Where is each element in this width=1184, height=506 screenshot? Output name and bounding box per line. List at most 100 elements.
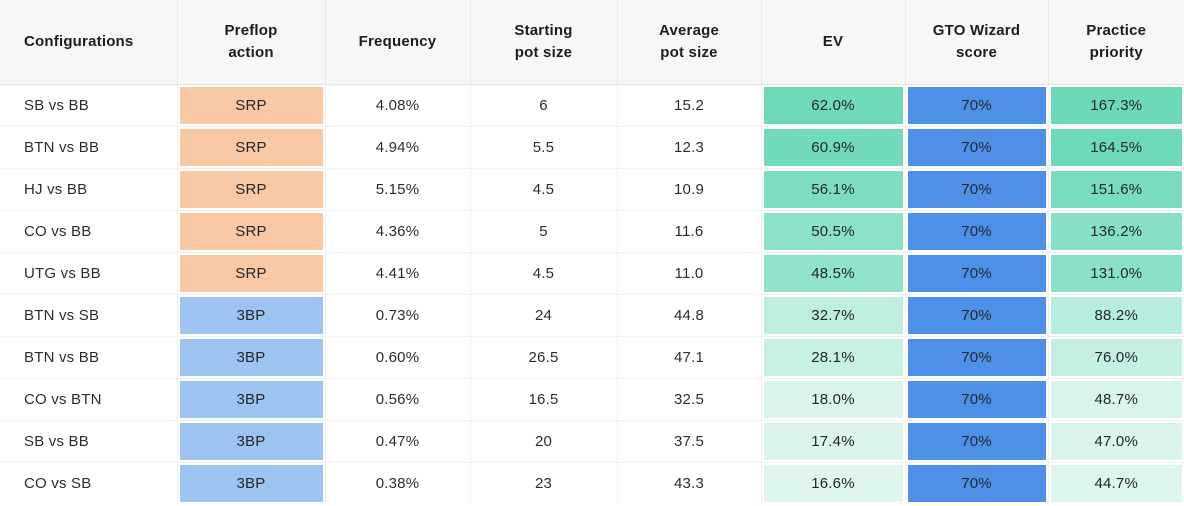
column-header-average_pot: Average pot size bbox=[617, 0, 762, 85]
table-header: Configurations Preflop action Frequency Sta… bbox=[0, 0, 1184, 85]
priority-value: 131.0% bbox=[1050, 255, 1182, 292]
config-cell: BTN vs BB bbox=[0, 126, 178, 169]
column-header-priority: Practice priority bbox=[1048, 0, 1184, 85]
table-row: SB vs BB SRP 4.08% 6 15.2 62.0% 70% 167.3% bbox=[0, 84, 1184, 127]
header-row: Configurations Preflop action Frequency Sta… bbox=[0, 0, 1184, 85]
priority-value: 44.7% bbox=[1050, 465, 1182, 502]
gto-score-value: 70% bbox=[907, 465, 1046, 502]
ev-value: 17.4% bbox=[763, 423, 903, 460]
preflop-action-cell: 3BP bbox=[177, 462, 326, 504]
starting-pot-cell: 24 bbox=[470, 294, 618, 337]
starting-pot-cell: 4.5 bbox=[470, 168, 618, 211]
average-pot-cell: 47.1 bbox=[617, 336, 762, 379]
preflop-action-cell: SRP bbox=[177, 126, 326, 169]
table-row: CO vs BTN 3BP 0.56% 16.5 32.5 18.0% 70% 48.7% bbox=[0, 378, 1184, 421]
ev-cell: 17.4% bbox=[761, 420, 906, 463]
preflop-action-cell: 3BP bbox=[177, 420, 326, 463]
gto-score-cell: 70% bbox=[905, 168, 1049, 211]
frequency-cell: 4.36% bbox=[325, 210, 471, 253]
config-cell: SB vs BB bbox=[0, 84, 178, 127]
average-pot-cell: 10.9 bbox=[617, 168, 762, 211]
gto-score-cell: 70% bbox=[905, 84, 1049, 127]
preflop-action-badge: SRP bbox=[179, 255, 323, 292]
average-pot-cell: 11.6 bbox=[617, 210, 762, 253]
average-pot-cell: 37.5 bbox=[617, 420, 762, 463]
ev-cell: 56.1% bbox=[761, 168, 906, 211]
starting-pot-cell: 23 bbox=[470, 462, 618, 504]
frequency-cell: 0.60% bbox=[325, 336, 471, 379]
preflop-action-badge: 3BP bbox=[179, 297, 323, 334]
column-header-ev: EV bbox=[761, 0, 906, 85]
gto-score-value: 70% bbox=[907, 297, 1046, 334]
starting-pot-cell: 16.5 bbox=[470, 378, 618, 421]
column-header-starting_pot: Starting pot size bbox=[470, 0, 618, 85]
preflop-action-cell: SRP bbox=[177, 168, 326, 211]
config-cell: BTN vs BB bbox=[0, 336, 178, 379]
table-row: UTG vs BB SRP 4.41% 4.5 11.0 48.5% 70% 131.0% bbox=[0, 252, 1184, 295]
priority-cell: 76.0% bbox=[1048, 336, 1184, 379]
starting-pot-cell: 5.5 bbox=[470, 126, 618, 169]
ev-cell: 16.6% bbox=[761, 462, 906, 504]
average-pot-cell: 43.3 bbox=[617, 462, 762, 504]
ev-cell: 50.5% bbox=[761, 210, 906, 253]
starting-pot-cell: 26.5 bbox=[470, 336, 618, 379]
priority-value: 164.5% bbox=[1050, 129, 1182, 166]
priority-cell: 164.5% bbox=[1048, 126, 1184, 169]
preflop-action-badge: SRP bbox=[179, 171, 323, 208]
ev-cell: 18.0% bbox=[761, 378, 906, 421]
preflop-action-cell: SRP bbox=[177, 252, 326, 295]
table-row: SB vs BB 3BP 0.47% 20 37.5 17.4% 70% 47.0% bbox=[0, 420, 1184, 463]
preflop-action-cell: 3BP bbox=[177, 378, 326, 421]
priority-value: 151.6% bbox=[1050, 171, 1182, 208]
priority-cell: 136.2% bbox=[1048, 210, 1184, 253]
gto-score-value: 70% bbox=[907, 87, 1046, 124]
average-pot-cell: 11.0 bbox=[617, 252, 762, 295]
frequency-cell: 0.73% bbox=[325, 294, 471, 337]
priority-value: 88.2% bbox=[1050, 297, 1182, 334]
ev-value: 62.0% bbox=[763, 87, 903, 124]
gto-score-value: 70% bbox=[907, 213, 1046, 250]
priority-cell: 167.3% bbox=[1048, 84, 1184, 127]
preflop-action-cell: 3BP bbox=[177, 336, 326, 379]
config-cell: CO vs SB bbox=[0, 462, 178, 504]
average-pot-cell: 12.3 bbox=[617, 126, 762, 169]
priority-value: 136.2% bbox=[1050, 213, 1182, 250]
gto-score-cell: 70% bbox=[905, 126, 1049, 169]
gto-score-value: 70% bbox=[907, 171, 1046, 208]
ev-cell: 32.7% bbox=[761, 294, 906, 337]
average-pot-cell: 44.8 bbox=[617, 294, 762, 337]
table-row: HJ vs BB SRP 5.15% 4.5 10.9 56.1% 70% 151.6% bbox=[0, 168, 1184, 211]
ev-cell: 48.5% bbox=[761, 252, 906, 295]
priority-value: 167.3% bbox=[1050, 87, 1182, 124]
table-row: CO vs BB SRP 4.36% 5 11.6 50.5% 70% 136.2% bbox=[0, 210, 1184, 253]
starting-pot-cell: 5 bbox=[470, 210, 618, 253]
gto-score-cell: 70% bbox=[905, 420, 1049, 463]
preflop-action-badge: SRP bbox=[179, 129, 323, 166]
gto-score-value: 70% bbox=[907, 129, 1046, 166]
gto-score-cell: 70% bbox=[905, 462, 1049, 504]
table-row: BTN vs SB 3BP 0.73% 24 44.8 32.7% 70% 88.2% bbox=[0, 294, 1184, 337]
config-cell: CO vs BTN bbox=[0, 378, 178, 421]
preflop-action-badge: 3BP bbox=[179, 423, 323, 460]
preflop-action-badge: 3BP bbox=[179, 381, 323, 418]
priority-value: 76.0% bbox=[1050, 339, 1182, 376]
starting-pot-cell: 20 bbox=[470, 420, 618, 463]
starting-pot-cell: 6 bbox=[470, 84, 618, 127]
gto-score-cell: 70% bbox=[905, 336, 1049, 379]
priority-cell: 44.7% bbox=[1048, 463, 1184, 505]
ev-value: 32.7% bbox=[763, 297, 903, 334]
starting-pot-cell: 4.5 bbox=[470, 252, 618, 295]
priority-cell: 88.2% bbox=[1048, 294, 1184, 337]
table-row: BTN vs BB SRP 4.94% 5.5 12.3 60.9% 70% 164.5% bbox=[0, 126, 1184, 169]
priority-value: 47.0% bbox=[1050, 423, 1182, 460]
gto-score-cell: 70% bbox=[905, 210, 1049, 253]
ev-value: 48.5% bbox=[763, 255, 903, 292]
ev-cell: 60.9% bbox=[761, 126, 906, 169]
gto-score-cell: 70% bbox=[905, 378, 1049, 421]
gto-score-value: 70% bbox=[907, 381, 1046, 418]
frequency-cell: 0.38% bbox=[325, 462, 471, 504]
gto-score-cell: 70% bbox=[905, 294, 1049, 337]
config-cell: HJ vs BB bbox=[0, 168, 178, 211]
column-header-gto_score: GTO Wizard score bbox=[905, 0, 1049, 85]
